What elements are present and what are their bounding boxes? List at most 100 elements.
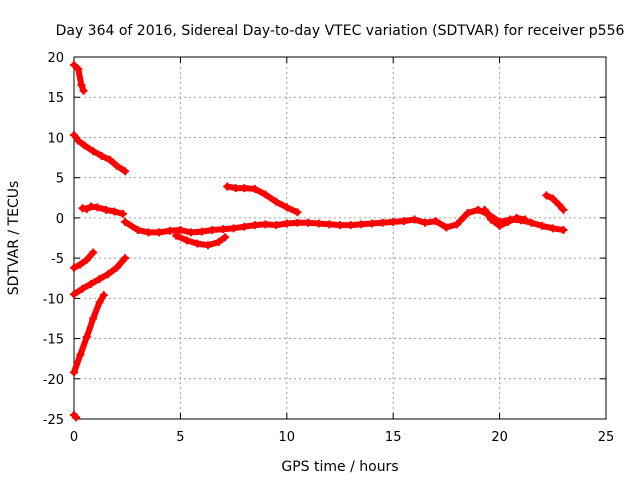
data-point (538, 221, 547, 230)
data-point (70, 131, 78, 140)
data-point (282, 219, 291, 228)
data-point (548, 224, 557, 233)
y-tick-label: 5 (56, 172, 64, 187)
data-point (112, 161, 121, 170)
data-point (293, 208, 302, 217)
data-point (229, 224, 238, 233)
data-point (480, 205, 489, 214)
x-tick-label: 0 (70, 430, 78, 445)
data-track (543, 192, 567, 213)
gridlines (74, 57, 606, 419)
data-point (559, 205, 568, 214)
y-tick-label: 0 (56, 212, 64, 227)
data-point (78, 284, 87, 293)
data-point (133, 225, 142, 234)
data-point (548, 194, 557, 203)
y-tick-label: -10 (43, 292, 64, 307)
data-point (261, 220, 270, 229)
data-point (504, 217, 513, 226)
data-point (77, 81, 86, 90)
data-point (82, 255, 91, 264)
data-point (74, 65, 83, 74)
y-tick-label: 10 (47, 131, 64, 146)
data-point (357, 220, 366, 229)
data-point (463, 209, 472, 218)
data-point (89, 314, 98, 323)
data-point (367, 219, 376, 228)
data-point (87, 279, 96, 288)
data-layer (70, 61, 568, 422)
y-tick-label: 20 (47, 51, 64, 66)
data-point (155, 228, 164, 237)
data-point (410, 215, 419, 224)
y-tick-label: -25 (43, 413, 64, 428)
y-tick-label: -15 (43, 333, 64, 348)
data-point (250, 221, 259, 230)
plot-frame (73, 56, 607, 420)
data-point (378, 218, 387, 227)
data-point (261, 190, 270, 199)
data-point (204, 241, 213, 250)
data-point (187, 228, 196, 237)
data-point (218, 225, 227, 234)
data-point (240, 184, 249, 193)
x-tick-label: 25 (598, 430, 615, 445)
data-point (101, 205, 110, 214)
data-track (71, 62, 87, 94)
data-point (197, 227, 206, 236)
data-point (112, 263, 121, 272)
data-point (559, 225, 568, 234)
x-tick-label: 20 (491, 430, 508, 445)
x-axis-label: GPS time / hours (281, 459, 398, 475)
x-tick-label: 5 (176, 430, 184, 445)
data-point (79, 86, 88, 95)
data-point (325, 220, 334, 229)
data-point (80, 141, 89, 150)
data-point (304, 218, 313, 227)
data-point (555, 201, 564, 210)
data-point (70, 290, 78, 299)
data-point (76, 350, 85, 359)
data-point (70, 368, 78, 377)
data-point (250, 184, 259, 193)
data-point (104, 270, 113, 279)
data-point (421, 218, 430, 227)
data-point (93, 203, 102, 212)
data-point (223, 182, 232, 191)
data-point (110, 207, 119, 216)
data-point (389, 217, 398, 226)
data-point (82, 332, 91, 341)
data-point (172, 231, 181, 240)
data-point (74, 136, 83, 145)
chart-title: Day 364 of 2016, Sidereal Day-to-day VTE… (56, 23, 625, 39)
x-tick-label: 10 (279, 430, 296, 445)
data-point (487, 215, 496, 224)
y-axis-label: SDTVAR / TECUs (6, 181, 22, 296)
data-point (214, 238, 223, 247)
data-point (144, 228, 153, 237)
data-point (346, 221, 355, 230)
data-point (442, 223, 451, 232)
data-point (282, 203, 291, 212)
data-point (336, 221, 344, 230)
data-point (70, 61, 78, 70)
data-track (71, 249, 97, 271)
data-point (95, 275, 104, 284)
data-point (453, 220, 462, 229)
x-tick-label: 15 (385, 430, 402, 445)
y-tick-label: 15 (47, 91, 64, 106)
data-point (542, 191, 551, 200)
data-point (182, 236, 191, 245)
data-point (95, 298, 104, 307)
data-point (165, 226, 174, 235)
data-point (70, 263, 78, 272)
data-point (76, 260, 85, 269)
data-point (527, 218, 536, 227)
data-point (97, 151, 106, 160)
data-point (89, 147, 98, 156)
data-point (293, 218, 302, 227)
data-point (521, 215, 530, 224)
data-point (512, 213, 521, 222)
